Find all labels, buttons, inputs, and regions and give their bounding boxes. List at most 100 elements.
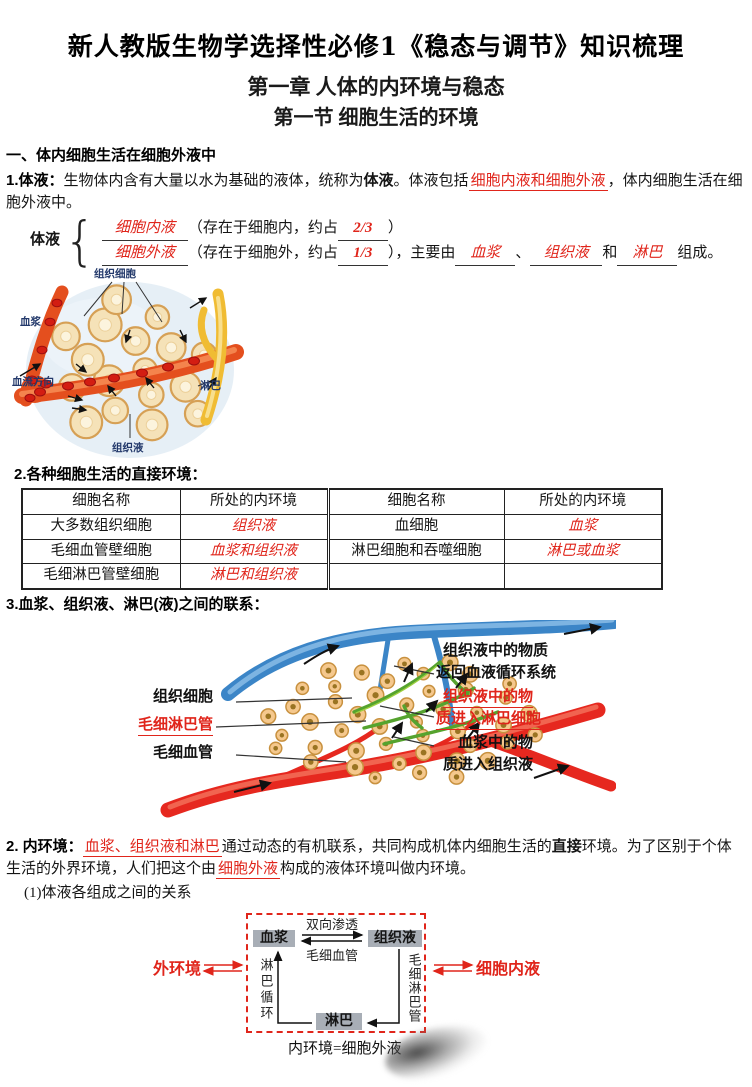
- formula-row-intracellular: 细胞内液 （存在于细胞内，约占 2/3）: [101, 216, 723, 241]
- part4-label: 2. 内环境：: [6, 837, 83, 855]
- row1-pre: （存在于细胞内，约占: [187, 219, 338, 236]
- row2-end: 组成。: [677, 244, 723, 261]
- note-into-lymph-line1: 组织液中的物: [443, 688, 534, 708]
- paragraph-internal-environment: 2. 内环境： 血浆、组织液和淋巴 通过动态的有机联系，共同构成机体内细胞生活的直接…: [6, 836, 746, 880]
- chapter-title: 第一章 人体的内环境与稳态: [247, 74, 505, 99]
- blank-fraction-2-3: 2/3: [337, 216, 388, 241]
- row2-mid: ），主要由: [387, 244, 456, 261]
- formula-rows: 细胞内液 （存在于细胞内，约占 2/3） 细胞外液 （存在于细胞外，约占 1/3 ），主要…: [101, 216, 723, 266]
- cell-answer: 血浆: [503, 513, 663, 540]
- item1-text-2: 。体液包括: [393, 172, 469, 189]
- note-return-line2: 返回血液循环系统: [436, 663, 557, 681]
- cell: 毛细淋巴管壁细胞: [21, 563, 181, 590]
- row2-sep1: 、: [515, 244, 531, 261]
- label-lymph: 淋巴: [200, 379, 221, 392]
- capillary-tissue-illustration: [14, 281, 244, 458]
- blood-vessel: [14, 285, 244, 406]
- body-fluid-formula: 体液 { 细胞内液 （存在于细胞内，约占 2/3） 细胞外液 （存在于细胞外，约占 1/…: [30, 210, 746, 271]
- label-lymph-circulation: 淋巴循环: [258, 957, 274, 1022]
- diagram-fluid-exchange: 组织细胞 毛细淋巴管 毛细血管 组织液中的物质 返回血液循环系统 组织液中的物 …: [6, 619, 746, 828]
- note-plasma-line2: 质进入组织液: [443, 755, 534, 773]
- row2-pre: （存在于细胞外，约占: [187, 244, 338, 261]
- formula-row-extracellular: 细胞外液 （存在于细胞外，约占 1/3 ），主要由 血浆、组织液和淋巴 组成。: [101, 241, 723, 266]
- blue-venule: [221, 619, 616, 728]
- blank-tissue-fluid: 组织液: [530, 241, 603, 266]
- tissue-fluid-box: 组织液: [368, 929, 422, 947]
- item1-answer: 细胞内液和细胞外液: [468, 172, 608, 191]
- table-header-row: 细胞名称 所处的内环境 细胞名称 所处的内环境: [21, 488, 663, 515]
- table-row: 毛细淋巴管壁细胞 淋巴和组织液: [21, 563, 663, 590]
- cell: 毛细血管壁细胞: [21, 538, 181, 565]
- blank-intracellular: 细胞内液: [101, 216, 188, 241]
- blank-lymph: 淋巴: [617, 241, 678, 266]
- formula-label: 体液: [30, 232, 61, 249]
- cell-answer: 血浆和组织液: [179, 538, 329, 565]
- tissue-cells-cluster: [260, 653, 543, 785]
- cell: [326, 563, 505, 590]
- sub-item-relationship: (1)体液各组成之间的关系: [24, 884, 192, 901]
- leader-lines: [215, 664, 435, 763]
- environment-table-wrap: 细胞名称 所处的内环境 细胞名称 所处的内环境 大多数组织细胞 组织液 血细胞 …: [21, 488, 746, 590]
- cell-answer: 淋巴和组织液: [179, 563, 329, 590]
- label-external-environment: 外环境: [153, 960, 202, 978]
- part4-text-2: 环境。为了区别于个体生活的外界环境，人们把这个由: [6, 838, 732, 877]
- blank-fraction-1-3: 1/3: [337, 241, 388, 266]
- document-page: 新人教版生物学选择性必修1《稳态与调节》知识梳理 第一章 人体的内环境与稳态 第…: [0, 28, 752, 1087]
- part4-text-1: 通过动态的有机联系，共同构成机体内细胞生活的: [221, 838, 552, 855]
- fluid-exchange-illustration: [160, 619, 616, 817]
- item1-term: 体液: [363, 172, 394, 189]
- heading-part1: 一、体内细胞生活在细胞外液中: [6, 147, 217, 164]
- row1-post: ）: [387, 219, 403, 236]
- header-cell: 所处的内环境: [179, 488, 329, 515]
- item1-text-1: 生物体内含有大量以水为基础的液体，统称为: [63, 172, 364, 189]
- label-blood-capillary: 毛细血管: [306, 947, 359, 963]
- label-tissue-cells: 组织细胞: [153, 687, 214, 705]
- curly-brace: {: [64, 210, 96, 271]
- row2-sep2: 和: [602, 244, 618, 261]
- label-blood-capillary: 毛细血管: [153, 743, 214, 761]
- cell-environment-table: 细胞名称 所处的内环境 细胞名称 所处的内环境 大多数组织细胞 组织液 血细胞 …: [21, 488, 663, 590]
- note-plasma-line1: 血浆中的物: [458, 733, 534, 751]
- heading-part2: 2.各种细胞生活的直接环境：: [14, 465, 207, 483]
- cell: 大多数组织细胞: [21, 513, 181, 540]
- label-tissue-fluid: 组织液: [112, 441, 144, 454]
- lymph-vessel: [197, 288, 228, 425]
- header-cell: 细胞名称: [326, 488, 505, 515]
- cell: 血细胞: [326, 513, 505, 540]
- item1-text-3: ，体内细胞生活在细胞外液中。: [6, 172, 743, 211]
- paragraph-body-fluid: 1.体液：生物体内含有大量以水为基础的液体，统称为体液。体液包括 细胞内液和细胞外…: [6, 170, 746, 214]
- part4-text-3: 构成的液体环境叫做内环境。: [280, 860, 476, 877]
- blank-plasma: 血浆: [455, 241, 516, 266]
- caption-internal-equals-extracellular: 内环境=细胞外液: [288, 1040, 402, 1057]
- label-tissue-cells: 组织细胞: [94, 267, 136, 280]
- part4-answer-2: 细胞外液: [216, 860, 281, 879]
- heading-part3: 3.血浆、组织液、淋巴(液)之间的联系：: [6, 596, 269, 613]
- label-lymph-capillary: 毛细淋巴管: [406, 952, 422, 1023]
- cell: 淋巴细胞和吞噬细胞: [326, 538, 505, 565]
- red-exchange-arrows: [202, 959, 474, 976]
- cell-answer: 淋巴或血浆: [503, 538, 663, 565]
- flow-arrows: [233, 622, 602, 793]
- page-title: 新人教版生物学选择性必修1《稳态与调节》知识梳理: [67, 32, 685, 61]
- section-title: 第一节 细胞生活的环境: [273, 107, 479, 129]
- label-plasma: 血浆: [20, 315, 41, 328]
- header-cell: 所处的内环境: [503, 488, 663, 515]
- lymph-box: 淋巴: [316, 1012, 362, 1030]
- table-row: 大多数组织细胞 组织液 血细胞 血浆: [21, 513, 663, 540]
- plasma-box: 血浆: [253, 929, 295, 947]
- cell-answer: 组织液: [179, 513, 329, 540]
- cell-answer: [503, 563, 663, 590]
- table-row: 毛细血管壁细胞 血浆和组织液 淋巴细胞和吞噬细胞 淋巴或血浆: [21, 538, 663, 565]
- flow-arrows: [19, 296, 217, 413]
- label-bidirectional-osmosis: 双向渗透: [306, 916, 359, 932]
- label-intracellular-fluid: 细胞内液: [476, 960, 541, 978]
- label-blood-flow-direction: 血流方向: [12, 375, 54, 388]
- item1-label: 1.体液：: [6, 171, 64, 189]
- part4-answer-1: 血浆、组织液和淋巴: [82, 838, 222, 857]
- blank-extracellular: 细胞外液: [101, 241, 188, 266]
- diagram-capillary-tissue: 组织细胞 血浆 血流方向 淋巴 组织液: [12, 268, 244, 462]
- note-return-line1: 组织液中的物质: [443, 641, 549, 659]
- note-into-lymph-line2: 质进入淋巴细胞: [436, 710, 542, 730]
- fluid-relationship-flowchart: 血浆 组织液 淋巴 双向渗透 毛细血管 淋巴循环 毛细淋巴管 外环境 细胞内液 …: [6, 908, 746, 1087]
- label-lymph-capillary: 毛细淋巴管: [138, 716, 214, 736]
